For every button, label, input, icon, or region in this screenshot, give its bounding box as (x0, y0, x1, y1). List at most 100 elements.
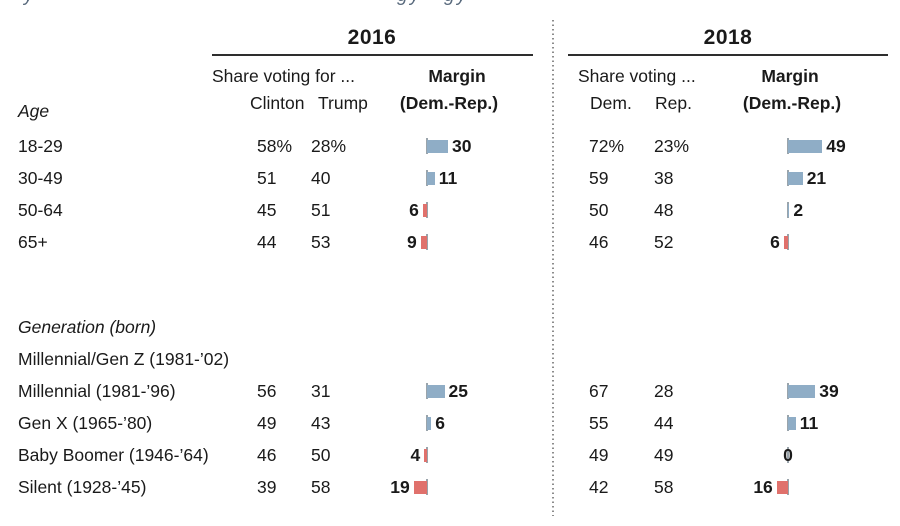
margin-value: 49 (826, 136, 846, 156)
clipped-text-descender: g (397, 0, 408, 7)
margin-sub-label-2016: (Dem.-Rep.) (399, 93, 499, 113)
value-2016-dem: 39 (257, 477, 277, 497)
rep-margin-bar (422, 203, 427, 217)
margin-value: 39 (819, 381, 839, 401)
value-2018-dem: 55 (589, 413, 609, 433)
row-label: 65+ (18, 232, 48, 252)
dem-margin-bar (788, 384, 816, 398)
row-label: Gen X (1965-’80) (18, 413, 153, 433)
value-2016-rep: 31 (311, 381, 331, 401)
value-2018-dem: 50 (589, 200, 609, 220)
value-2018-dem: 72% (589, 136, 625, 156)
value-2018-rep: 58 (654, 477, 674, 497)
row-label: Silent (1928-’45) (18, 477, 147, 497)
rep-margin-bar (776, 480, 788, 494)
dem-margin-bar (788, 139, 823, 153)
value-2016-dem: 51 (257, 168, 277, 188)
rep-margin-bar (420, 235, 427, 249)
value-2016-dem: 49 (257, 413, 277, 433)
dem-margin-bar (427, 416, 432, 430)
value-2016-rep: 43 (311, 413, 331, 433)
value-2016-dem: 45 (257, 200, 277, 220)
value-2018-rep: 49 (654, 445, 674, 465)
dotted-divider (552, 20, 554, 516)
value-2018-dem: 59 (589, 168, 609, 188)
margin-value: 9 (406, 232, 417, 252)
margin-sub-label-2018: (Dem.-Rep.) (742, 93, 842, 113)
margin-axis-tick (426, 202, 428, 218)
year-header-2016: 2016 (347, 26, 397, 49)
margin-label-2018: Margin (761, 66, 819, 86)
margin-value: 2 (793, 200, 804, 220)
margin-axis-tick (426, 234, 428, 250)
margin-label-2016: Margin (428, 66, 486, 86)
value-2016-rep: 40 (311, 168, 331, 188)
row-label: 50-64 (18, 200, 63, 220)
value-2016-dem: 44 (257, 232, 277, 252)
value-2018-dem: 67 (589, 381, 609, 401)
margin-value: 6 (770, 232, 780, 252)
clipped-text-descender: y (457, 0, 467, 7)
clipped-text-descender: g (444, 0, 455, 7)
value-2018-dem: 42 (589, 477, 609, 497)
value-2016-rep: 50 (311, 445, 331, 465)
margin-value: 21 (806, 168, 827, 188)
dem-margin-bar (427, 139, 448, 153)
value-2016-rep: 58 (311, 477, 331, 497)
col-header-trump: Trump (318, 93, 368, 113)
value-2016-rep: 28% (311, 136, 347, 156)
value-2018-dem: 46 (589, 232, 609, 252)
value-2016-dem: 58% (257, 136, 293, 156)
year-header-2018: 2018 (703, 26, 753, 49)
share-voting-label-2016: Share voting for ... (212, 66, 355, 86)
share-voting-label-2018: Share voting ... (578, 66, 696, 86)
rep-margin-bar (424, 448, 427, 462)
clipped-title-line: ygygy (0, 0, 900, 9)
value-2016-dem: 46 (257, 445, 277, 465)
value-2018-rep: 23% (654, 136, 690, 156)
margin-axis-tick (787, 234, 789, 250)
row-label: Baby Boomer (1946-’64) (18, 445, 209, 465)
margin-value: 25 (448, 381, 468, 401)
value-2018-rep: 38 (654, 168, 674, 188)
margin-axis-tick (426, 479, 428, 495)
margin-value: 16 (753, 477, 773, 497)
col-header-clinton: Clinton (250, 93, 305, 113)
margin-value: 30 (452, 136, 472, 156)
clipped-text-descender: y (410, 0, 420, 7)
dem-margin-bar (427, 384, 445, 398)
rule-under-2018 (568, 54, 888, 56)
value-2016-rep: 53 (311, 232, 331, 252)
margin-value: 6 (435, 413, 445, 433)
value-2018-rep: 44 (654, 413, 674, 433)
dem-margin-bar (788, 203, 790, 217)
rule-under-2016 (212, 54, 533, 56)
margin-value: 6 (409, 200, 419, 220)
col-header-dem: Dem. (590, 93, 632, 113)
margin-axis-tick (787, 479, 789, 495)
rep-margin-bar (413, 480, 427, 494)
dem-margin-bar (427, 171, 435, 185)
row-label: 18-29 (18, 136, 63, 156)
value-2018-rep: 28 (654, 381, 674, 401)
margin-value: 19 (390, 477, 410, 497)
row-label: Millennial/Gen Z (1981-’02) (18, 349, 230, 369)
row-label: 30-49 (18, 168, 63, 188)
margin-axis-tick (787, 447, 789, 463)
margin-value: 0 (783, 445, 793, 465)
margin-value: 11 (438, 168, 458, 188)
value-2018-rep: 52 (654, 232, 674, 252)
col-header-rep: Rep. (655, 93, 692, 113)
dem-margin-bar (788, 416, 796, 430)
clipped-text-descender: y (24, 0, 34, 7)
margin-value: 11 (799, 413, 819, 433)
margin-axis-tick (426, 447, 428, 463)
value-2016-dem: 56 (257, 381, 277, 401)
margin-value: 4 (410, 445, 421, 465)
row-label: Millennial (1981-’96) (18, 381, 176, 401)
value-2018-rep: 48 (654, 200, 674, 220)
section-header-age: Age (18, 101, 50, 121)
section-header-generation: Generation (born) (18, 317, 157, 337)
value-2018-dem: 49 (589, 445, 609, 465)
